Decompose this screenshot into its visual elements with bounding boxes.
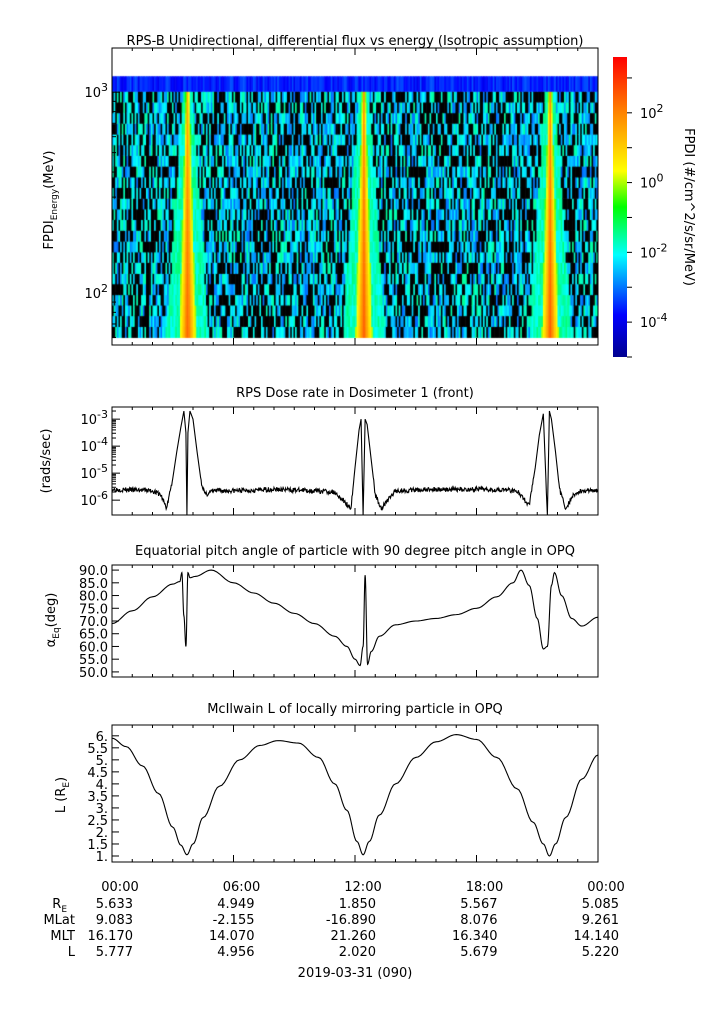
y-tick-label: 103 bbox=[84, 81, 108, 101]
y-tick-label: 75.0 bbox=[79, 602, 108, 617]
colorbar-tick-label: 10-2 bbox=[640, 241, 668, 261]
y-tick-label: 10-4 bbox=[80, 435, 108, 455]
y-tick-label: 1.5 bbox=[87, 838, 108, 853]
panel3-title: Equatorial pitch angle of particle with … bbox=[135, 544, 575, 559]
row-value: 16.340 bbox=[452, 929, 498, 944]
row-value: 5.633 bbox=[96, 897, 133, 912]
row-value: 8.076 bbox=[460, 913, 497, 928]
x-tick-label: 00:00 bbox=[101, 880, 138, 895]
y-tick-label: 1. bbox=[96, 850, 108, 865]
panel1-title: RPS-B Unidirectional, differential flux … bbox=[127, 34, 584, 49]
row-value: 5.085 bbox=[582, 897, 619, 912]
dose-line bbox=[111, 410, 599, 516]
y-tick-label: 4. bbox=[96, 778, 108, 793]
y-tick-label: 10-5 bbox=[80, 462, 108, 482]
pitch-angle-line bbox=[111, 569, 599, 667]
panel2-title: RPS Dose rate in Dosimeter 1 (front) bbox=[236, 386, 474, 401]
mcilwain-l-frame bbox=[111, 724, 599, 863]
row-value: 2.020 bbox=[339, 945, 376, 960]
mcilwain-l-line bbox=[111, 734, 599, 857]
row-value: -2.155 bbox=[213, 913, 255, 928]
x-tick-label: 18:00 bbox=[466, 880, 503, 895]
row-label-l: L bbox=[68, 945, 76, 960]
colorbar-tick-label: 10-4 bbox=[640, 311, 668, 331]
row-value: 4.956 bbox=[217, 945, 254, 960]
x-tick-label: 12:00 bbox=[344, 880, 381, 895]
y-tick-label: 3. bbox=[96, 802, 108, 817]
y-tick-label: 80.0 bbox=[79, 590, 108, 605]
y-tick-label: 10-6 bbox=[80, 489, 108, 509]
y-tick-label: 102 bbox=[84, 282, 108, 302]
y-tick-label: 70.0 bbox=[79, 615, 108, 630]
row-value: 16.170 bbox=[88, 929, 134, 944]
row-label-mlt: MLT bbox=[50, 929, 75, 944]
row-value: 1.850 bbox=[339, 897, 376, 912]
y-tick-label: 90.0 bbox=[79, 564, 108, 579]
x-tick-label: 00:00 bbox=[587, 880, 624, 895]
row-value: 5.567 bbox=[460, 897, 497, 912]
colorbar-tick-label: 100 bbox=[640, 172, 664, 192]
y-tick-label: 55.0 bbox=[79, 653, 108, 668]
y-tick-label: 5. bbox=[96, 754, 108, 769]
y-tick-label: 50.0 bbox=[79, 666, 108, 681]
row-value: 5.679 bbox=[460, 945, 497, 960]
date-label: 2019-03-31 (090) bbox=[298, 966, 413, 981]
x-tick-label: 06:00 bbox=[223, 880, 260, 895]
row-value: 5.220 bbox=[582, 945, 619, 960]
colorbar-tick-label: 102 bbox=[640, 102, 664, 122]
panel4-ylabel: L (RE) bbox=[54, 777, 72, 813]
row-value: 4.949 bbox=[217, 897, 254, 912]
row-value: 21.260 bbox=[331, 929, 377, 944]
row-value: 14.140 bbox=[574, 929, 620, 944]
y-tick-label: 2.5 bbox=[87, 814, 108, 829]
y-tick-label: 60.0 bbox=[79, 640, 108, 655]
panel4-title: McIlwain L of locally mirroring particle… bbox=[207, 702, 503, 717]
y-tick-label: 65.0 bbox=[79, 628, 108, 643]
panel3-ylabel: αEq(deg) bbox=[44, 593, 62, 648]
y-tick-label: 3.5 bbox=[87, 790, 108, 805]
colorbar bbox=[613, 57, 627, 357]
y-tick-label: 85.0 bbox=[79, 577, 108, 592]
y-tick-label: 4.5 bbox=[87, 766, 108, 781]
panel1-ylabel: FPDIEnergy(MeV) bbox=[42, 151, 60, 250]
row-value: 9.261 bbox=[582, 913, 619, 928]
flux-spectrogram bbox=[112, 68, 598, 344]
y-tick-label: 6. bbox=[96, 730, 108, 745]
row-value: 9.083 bbox=[96, 913, 133, 928]
row-value: 14.070 bbox=[209, 929, 255, 944]
row-value: 5.777 bbox=[96, 945, 133, 960]
y-tick-label: 5.5 bbox=[87, 742, 108, 757]
panel2-ylabel: (rads/sec) bbox=[39, 429, 54, 494]
y-tick-label: 10-3 bbox=[80, 408, 108, 428]
spectrogram-frame bbox=[111, 47, 599, 346]
row-label-mlat: MLat bbox=[43, 913, 75, 928]
colorbar-label: FPDI (#/cm^2/s/sr/MeV) bbox=[681, 128, 696, 286]
y-tick-label: 2. bbox=[96, 826, 108, 841]
row-value: -16.890 bbox=[326, 913, 376, 928]
